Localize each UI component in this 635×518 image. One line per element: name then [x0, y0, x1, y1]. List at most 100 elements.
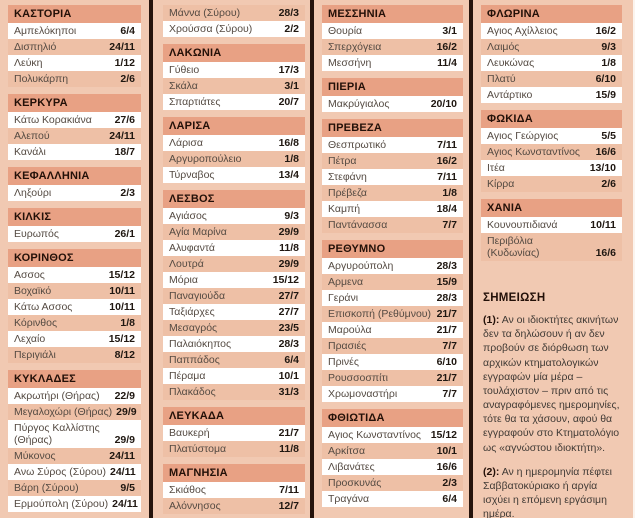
place-row: Λάρισα 16/8 — [163, 135, 305, 151]
deadline-date: 20/7 — [278, 96, 299, 108]
place-row: Μεσσήνη 11/4 — [322, 55, 463, 71]
deadline-date: 3/1 — [284, 80, 299, 92]
deadline-date: 1/8 — [284, 153, 299, 165]
region-header: ΡΕΘΥΜΝΟ — [322, 240, 463, 258]
deadline-date: 9/3 — [601, 41, 616, 53]
region-header: ΦΘΙΩΤΙΔΑ — [322, 409, 463, 427]
deadline-date: 10/1 — [436, 445, 457, 457]
place-name: Γύθειο — [169, 64, 200, 76]
deadline-date: 18/4 — [436, 203, 457, 215]
place-row: Βάρη (Σύρου) 9/5 — [8, 480, 141, 496]
place-name: Ιτέα — [487, 162, 505, 174]
place-row: Αγία Μαρίνα 29/9 — [163, 224, 305, 240]
region-header: ΜΕΣΣΗΝΙΑ — [322, 5, 463, 23]
place-row: Βοχαϊκό 10/11 — [8, 283, 141, 299]
deadline-date: 15/12 — [430, 429, 457, 441]
place-row: Λευκώνας 1/8 — [481, 55, 622, 71]
place-name: Αλόννησος — [169, 500, 221, 512]
note-lead-1: (1): — [483, 314, 500, 326]
deadline-date: 1/8 — [601, 57, 616, 69]
deadline-date: 6/10 — [436, 356, 457, 368]
region-header: ΛΑΡΙΣΑ — [163, 117, 305, 135]
place-row: Καμπή 18/4 — [322, 201, 463, 217]
place-row: Αγιάσος 9/3 — [163, 208, 305, 224]
deadline-date: 16/6 — [436, 461, 457, 473]
place-row: Σκάλα 3/1 — [163, 78, 305, 94]
deadline-date: 21/7 — [436, 372, 457, 384]
place-row: Ληξούρι 2/3 — [8, 185, 141, 201]
deadline-date: 7/7 — [442, 340, 457, 352]
deadline-date: 29/9 — [278, 226, 299, 238]
deadline-date: 15/12 — [108, 269, 135, 281]
place-row: Αλεπού 24/11 — [8, 128, 141, 144]
place-row: Αργυρούπολη 28/3 — [322, 258, 463, 274]
deadline-date: 5/5 — [601, 130, 616, 142]
place-row: Ταξιάρχες 27/7 — [163, 304, 305, 320]
place-name: Σκιάθος — [169, 484, 206, 496]
place-name: Βοχαϊκό — [14, 285, 52, 297]
place-name: Αρμενα — [328, 276, 364, 288]
column-1: ΚΑΣΤΟΡΙΑ Αμπελόκηποι 6/4 Δισπηλιό 24/11 Λεύκη… — [8, 5, 141, 518]
deadline-date: 15/9 — [436, 276, 457, 288]
place-name: Αλυφαντά — [169, 242, 215, 254]
place-name: Τύρναβος — [169, 169, 215, 181]
deadline-date: 7/11 — [437, 171, 457, 183]
place-name: Κόρινθος — [14, 317, 58, 329]
deadline-date: 10/11 — [109, 301, 135, 313]
place-row: Βαυκερή 21/7 — [163, 425, 305, 441]
place-row: Αλόννησος 12/7 — [163, 498, 305, 514]
deadline-date: 16/8 — [278, 137, 299, 149]
region-section: ΡΕΘΥΜΝΟ Αργυρούπολη 28/3 Αρμενα 15/9 Γεράνι 28… — [322, 240, 463, 402]
region-header: ΦΛΩΡΙΝΑ — [481, 5, 622, 23]
place-name: Μαρούλα — [328, 324, 372, 336]
deadline-date: 10/11 — [590, 219, 616, 231]
deadline-date: 8/12 — [114, 349, 135, 361]
place-name: Αμπελόκηποι — [14, 25, 77, 37]
region-section: ΚΕΡΚΥΡΑ Κάτω Κορακιάνα 27/6 Αλεπού 24/11 Κανά… — [8, 94, 141, 160]
place-row: Κόρινθος 1/8 — [8, 315, 141, 331]
deadline-date: 17/3 — [278, 64, 299, 76]
place-name: Στεφάνη — [328, 171, 367, 183]
place-name: Λιβανάτες — [328, 461, 375, 473]
place-name: Ρουσσοσπίτι — [328, 372, 388, 384]
place-name: Μεγαλοχώρι (Θήρας) — [14, 406, 113, 418]
place-name: Αγία Μαρίνα — [169, 226, 227, 238]
place-name: Αργυρούπολη — [328, 260, 394, 272]
deadline-date: 29/9 — [114, 434, 135, 446]
place-name: Περιβόλια (Κυδωνίας) — [487, 235, 540, 259]
place-name: Θουρία — [328, 25, 363, 37]
deadline-date: 7/7 — [442, 219, 457, 231]
place-row: Επισκοπή (Ρεθύμνου) 21/7 — [322, 306, 463, 322]
place-name: Σπαρτιάτες — [169, 96, 221, 108]
deadline-date: 20/10 — [430, 98, 457, 110]
place-name: Ακρωτήρι (Θήρας) — [14, 390, 100, 402]
place-name: Προσκυνάς — [328, 477, 382, 489]
place-row: Περιβόλια (Κυδωνίας) 16/6 — [481, 233, 622, 261]
scan-edge — [633, 0, 635, 518]
place-name: Λεχαίο — [14, 333, 46, 345]
place-name: Ανω Σύρος (Σύρου) — [14, 466, 106, 478]
place-row: Σπερχόγεια 16/2 — [322, 39, 463, 55]
place-row: Παππάδος 6/4 — [163, 352, 305, 368]
place-name: Αντάρτικο — [487, 89, 533, 101]
deadline-date: 27/6 — [114, 114, 135, 126]
place-row: Ερμούπολη (Σύρου) 24/11 — [8, 496, 141, 512]
column-divider-2 — [310, 0, 314, 518]
place-row: Χρούσσα (Σύρου) 2/2 — [163, 21, 305, 37]
region-header: ΜΑΓΝΗΣΙΑ — [163, 464, 305, 482]
place-row: Αντάρτικο 15/9 — [481, 87, 622, 103]
place-row: Σκιάθος 7/11 — [163, 482, 305, 498]
place-name: Γεράνι — [328, 292, 359, 304]
place-name: Αγιος Κωνσταντίνος — [328, 429, 421, 441]
deadline-date: 16/6 — [595, 247, 616, 259]
deadline-date: 28/3 — [436, 260, 457, 272]
place-name: Πρέβεζα — [328, 187, 367, 199]
place-row: Κουνουπιδιανά 10/11 — [481, 217, 622, 233]
place-row: Προσκυνάς 2/3 — [322, 475, 463, 491]
deadline-date: 18/7 — [114, 146, 135, 158]
place-row: Λουτρά 29/9 — [163, 256, 305, 272]
deadline-date: 7/7 — [442, 388, 457, 400]
place-name: Αρκίτσα — [328, 445, 366, 457]
place-row: Γεράνι 28/3 — [322, 290, 463, 306]
place-row: Χρωμοναστήρι 7/7 — [322, 386, 463, 402]
